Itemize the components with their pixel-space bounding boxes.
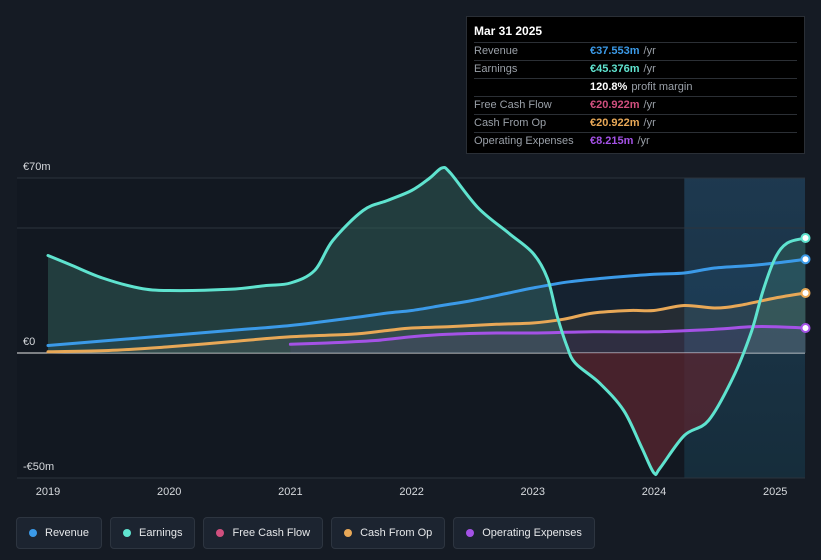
legend-dot-icon [29, 529, 37, 537]
tooltip-unit: /yr [643, 63, 656, 75]
tooltip-value: €8.215m [590, 135, 634, 147]
tooltip-value: 120.8% [590, 81, 628, 93]
tooltip-label: Revenue [474, 45, 519, 57]
legend-label: Free Cash Flow [232, 527, 311, 539]
tooltip-unit: /yr [637, 135, 650, 147]
chart-area: €70m €0 -€50m 2019 2020 2021 2022 2023 2024 2025 [17, 161, 811, 498]
tooltip-label: Cash From Op [474, 117, 547, 129]
earnings-line [46, 165, 807, 477]
tooltip-label: Operating Expenses [474, 135, 574, 147]
cash-from-op-area [48, 293, 806, 353]
earnings-end-marker [800, 233, 811, 243]
earnings-area-negative [48, 353, 806, 475]
tooltip-value: €37.553m [590, 45, 640, 57]
revenue-line [46, 257, 807, 347]
revenue-end-marker [800, 254, 811, 265]
x-tick-label: 2022 [399, 486, 423, 498]
y-tick-label: €70m [23, 161, 51, 173]
tooltip-unit: /yr [643, 117, 656, 129]
tooltip-panel: Mar 31 2025 Revenue €37.553m/yr Earnings €4… [466, 16, 805, 154]
legend-dot-icon [344, 529, 353, 537]
legend-dot-icon [466, 529, 475, 537]
tooltip-row: Free Cash Flow €20.922m/yr [474, 96, 797, 114]
operating-expenses-line [288, 325, 807, 346]
cash-from-op-end-marker [800, 288, 811, 298]
operating-expenses-area [290, 326, 806, 353]
legend: Revenue Earnings Free Cash Flow Cash From O… [16, 517, 595, 549]
x-tick-label: 2025 [763, 486, 787, 498]
x-tick-label: 2023 [521, 486, 545, 498]
x-tick-label: 2024 [642, 486, 666, 498]
tooltip-value: €20.922m [590, 99, 640, 111]
legend-item-cash-from-op[interactable]: Cash From Op [331, 517, 446, 549]
y-tick-label: €0 [23, 336, 35, 348]
legend-item-revenue[interactable]: Revenue [16, 517, 103, 549]
tooltip-row: Operating Expenses €8.215m/yr [474, 132, 797, 150]
tooltip-row: Revenue €37.553m/yr [474, 42, 797, 60]
legend-item-earnings[interactable]: Earnings [110, 517, 196, 549]
tooltip-value: €20.922m [590, 117, 640, 129]
tooltip-row: 120.8% profit margin [474, 78, 797, 96]
y-tick-label: -€50m [23, 461, 54, 473]
tooltip-date: Mar 31 2025 [474, 24, 543, 38]
tooltip-unit: profit margin [631, 81, 693, 93]
legend-label: Cash From Op [360, 527, 433, 539]
tooltip-row: Cash From Op €20.922m/yr [474, 114, 797, 132]
revenue-area [48, 259, 806, 353]
tooltip-label: Free Cash Flow [474, 99, 552, 111]
cash-from-op-line [46, 291, 807, 354]
operating-expenses-end-marker [800, 323, 811, 333]
legend-dot-icon [123, 529, 132, 537]
tooltip-label: Earnings [474, 63, 518, 75]
x-tick-label: 2021 [278, 486, 302, 498]
legend-dot-icon [216, 529, 225, 537]
x-tick-label: 2020 [157, 486, 181, 498]
legend-label: Earnings [139, 527, 183, 539]
tooltip-label [474, 79, 590, 96]
x-tick-label: 2019 [36, 486, 60, 498]
tooltip-row: Earnings €45.376m/yr [474, 60, 797, 78]
legend-label: Operating Expenses [482, 527, 582, 539]
tooltip-value: €45.376m [590, 63, 640, 75]
legend-label: Revenue [45, 527, 90, 539]
tooltip-unit: /yr [643, 45, 656, 57]
legend-item-operating-expenses[interactable]: Operating Expenses [453, 517, 595, 549]
tooltip-unit: /yr [643, 99, 656, 111]
earnings-area-positive [48, 167, 806, 353]
legend-item-free-cash-flow[interactable]: Free Cash Flow [203, 517, 324, 549]
